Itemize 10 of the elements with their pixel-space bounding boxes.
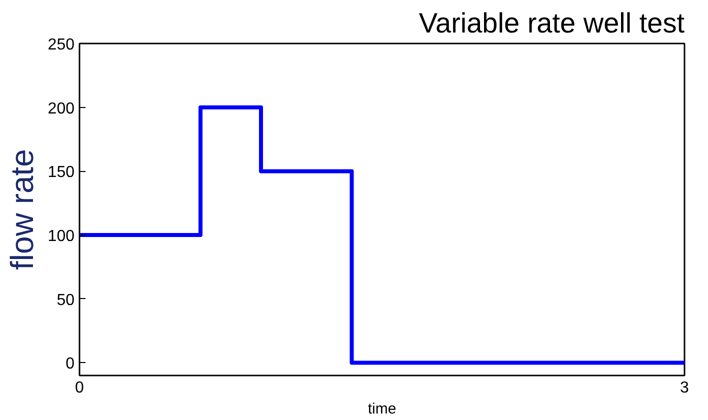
- x-axis-title: time: [368, 400, 396, 418]
- y-tick-label: 200: [48, 100, 75, 118]
- y-axis-title: flow rate: [4, 149, 40, 270]
- y-tick-label: 150: [48, 164, 75, 182]
- y-tick-label: 50: [56, 292, 75, 309]
- y-tick-label: 0: [66, 356, 75, 373]
- y-tick-label: 250: [48, 36, 75, 54]
- chart-title: Variable rate well test: [418, 8, 685, 38]
- x-tick-label: 3: [680, 380, 690, 396]
- y-tick-label: 100: [48, 228, 75, 246]
